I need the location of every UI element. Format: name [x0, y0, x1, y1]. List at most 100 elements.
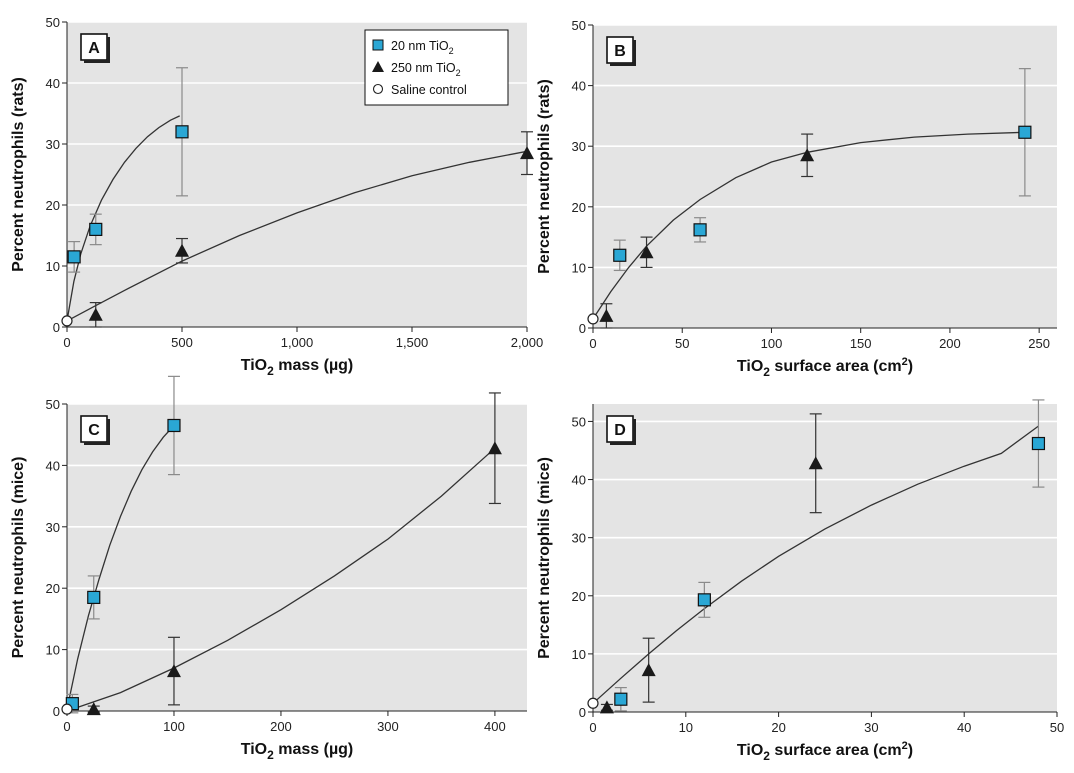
data-point-square — [697, 593, 711, 607]
y-tick-label: 50 — [572, 414, 586, 429]
y-tick-label: 20 — [572, 589, 586, 604]
data-point-triangle — [599, 700, 614, 714]
x-axis-label: TiO2 surface area (cm2) — [737, 740, 913, 763]
panel-letter: C — [88, 422, 100, 439]
panel-letter-shadow — [84, 60, 110, 63]
fit-curve — [66, 150, 528, 322]
panel-letter-shadow — [107, 37, 110, 63]
x-tick-label: 50 — [675, 336, 689, 351]
y-tick-label: 20 — [46, 581, 60, 596]
y-tick-label: 0 — [53, 320, 60, 335]
y-tick-label: 0 — [53, 704, 60, 719]
data-point-square — [89, 222, 103, 236]
data-point-triangle — [808, 456, 823, 470]
data-point-triangle — [86, 702, 101, 716]
panel-letter-shadow — [633, 40, 636, 66]
x-axis-label: TiO2 mass (µg) — [241, 357, 354, 378]
x-tick-label: 400 — [484, 719, 506, 734]
data-point-square — [693, 223, 707, 237]
data-point-triangle — [166, 664, 181, 678]
panel-b: 0 10 20 30 40 50 0 50 100 150 200 250 TiO2 surface a… — [536, 18, 1057, 379]
x-tick-label: 0 — [63, 335, 70, 350]
x-tick-label: 200 — [270, 719, 292, 734]
legend-box — [364, 29, 509, 106]
y-axis-label: Percent neutrophils (rats) — [10, 77, 27, 272]
y-tick-label: 40 — [572, 473, 586, 488]
x-tick-label: 30 — [864, 720, 878, 735]
panel-letter-shadow — [610, 63, 636, 66]
panel-letter-shadow — [633, 419, 636, 445]
panel-letter: A — [88, 40, 100, 57]
data-point-square — [614, 692, 628, 706]
x-tick-label: 150 — [850, 336, 872, 351]
y-tick-label: 30 — [572, 139, 586, 154]
y-axis-label: Percent neutrophils (mice) — [10, 457, 27, 659]
y-tick-label: 50 — [572, 18, 586, 33]
data-point-square — [1018, 125, 1032, 139]
x-tick-label: 2,000 — [511, 335, 544, 350]
y-tick-label: 20 — [46, 198, 60, 213]
x-tick-label: 1,000 — [281, 335, 314, 350]
data-point-triangle — [641, 663, 656, 677]
panel-c: 0 10 20 30 40 50 0 100 200 300 400 TiO2 mass (µg) Pe… — [10, 375, 527, 762]
legend-circle-icon — [372, 83, 384, 95]
fit-curve — [592, 131, 1025, 320]
y-tick-label: 20 — [572, 200, 586, 215]
panel-d: 0 10 20 30 40 50 0 10 20 30 40 50 TiO2 surface area … — [536, 399, 1064, 763]
x-tick-label: 10 — [679, 720, 693, 735]
y-tick-label: 30 — [572, 531, 586, 546]
fit-curve — [66, 425, 175, 710]
data-point-square — [175, 125, 189, 139]
data-point-triangle — [487, 441, 502, 455]
y-tick-label: 40 — [572, 79, 586, 94]
data-point-triangle — [639, 245, 654, 259]
y-tick-label: 40 — [46, 458, 60, 473]
plot-area — [67, 404, 527, 711]
data-point-square — [613, 248, 627, 262]
data-point-square — [1031, 436, 1046, 451]
x-tick-label: 250 — [1028, 336, 1050, 351]
x-axis-label: TiO2 surface area (cm2) — [737, 356, 913, 379]
panel-letter-shadow — [84, 442, 110, 445]
x-tick-label: 40 — [957, 720, 971, 735]
data-point-triangle — [599, 308, 614, 322]
x-tick-label: 0 — [63, 719, 70, 734]
x-tick-label: 500 — [171, 335, 193, 350]
y-axis-label: Percent neutrophils (mice) — [536, 457, 553, 659]
y-tick-label: 0 — [579, 321, 586, 336]
x-tick-label: 20 — [771, 720, 785, 735]
y-tick-label: 40 — [46, 76, 60, 91]
x-tick-label: 300 — [377, 719, 399, 734]
y-tick-label: 10 — [572, 647, 586, 662]
x-tick-label: 200 — [939, 336, 961, 351]
y-tick-label: 10 — [46, 259, 60, 274]
data-point-square — [87, 590, 101, 605]
x-tick-label: 1,500 — [396, 335, 429, 350]
y-axis-label: Percent neutrophils (rats) — [536, 79, 553, 274]
x-tick-label: 100 — [163, 719, 185, 734]
data-point-circle — [61, 703, 73, 715]
panel-letter-shadow — [610, 442, 636, 445]
y-tick-label: 30 — [46, 520, 60, 535]
data-point-square — [67, 250, 81, 264]
panel-letter-box — [80, 33, 108, 61]
x-tick-label: 0 — [589, 336, 596, 351]
legend-label: Saline control — [391, 83, 467, 97]
data-point-triangle — [520, 146, 534, 160]
y-tick-label: 50 — [46, 397, 60, 412]
y-tick-label: 30 — [46, 137, 60, 152]
data-point-circle — [587, 697, 599, 709]
y-tick-label: 50 — [46, 15, 60, 30]
legend-square-icon — [372, 39, 384, 51]
x-tick-label: 0 — [589, 720, 596, 735]
y-tick-label: 10 — [46, 643, 60, 658]
data-point-triangle — [800, 148, 815, 162]
panel-letter: D — [614, 422, 626, 439]
panel-letter-box — [606, 415, 634, 443]
panel-letter-shadow — [107, 419, 110, 445]
y-tick-label: 0 — [579, 705, 586, 720]
x-axis-label: TiO2 mass (µg) — [241, 741, 354, 762]
data-point-triangle — [88, 307, 103, 321]
data-point-circle — [61, 315, 73, 327]
